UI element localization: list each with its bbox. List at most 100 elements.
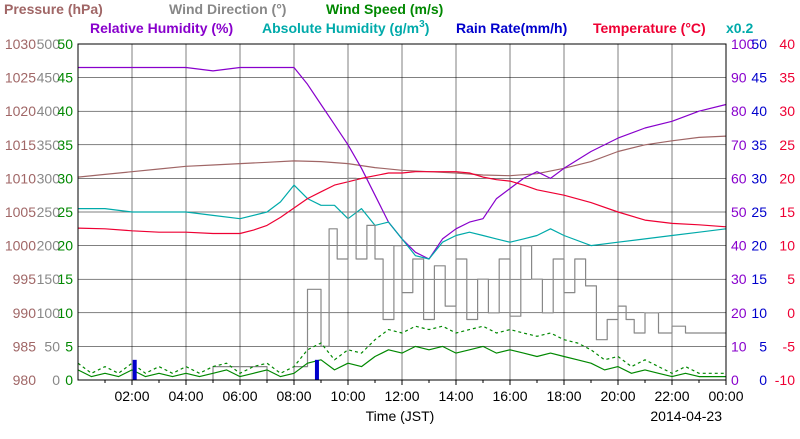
y-tick-pressure: 1005: [5, 204, 36, 220]
x-tick-label: 02:00: [114, 388, 149, 404]
y-tick-humidity: 100: [731, 36, 755, 52]
y-tick-wind-direction: 250: [37, 204, 61, 220]
x-axis-label: Time (JST): [366, 408, 435, 424]
y-tick-temperature: 25: [779, 137, 795, 153]
plot-series: [77, 66, 727, 381]
legend-absolute-humidity-sup: 3: [419, 19, 425, 30]
y-tick-wind-speed: 15: [57, 271, 73, 287]
x-axis: 02:00 04:00 06:00 08:00 10:00 12:00 14:00 16:00…: [104, 380, 744, 404]
y-tick-pressure: 1015: [5, 137, 36, 153]
y-tick-temperature: -5: [783, 338, 796, 354]
y-tick-rain-rate: 10: [751, 305, 767, 321]
x-tick-label: 06:00: [222, 388, 257, 404]
legend-wind-speed: Wind Speed (m/s): [326, 1, 443, 17]
y-tick-temperature: 10: [779, 238, 795, 254]
y-tick-pressure: 1010: [5, 170, 36, 186]
y-tick-rain-rate: 45: [751, 70, 767, 86]
y-tick-rain-rate: 20: [751, 238, 767, 254]
y-tick-rain-rate: 25: [751, 204, 767, 220]
y-tick-wind-direction: 350: [37, 137, 61, 153]
x-tick-label: 22:00: [654, 388, 689, 404]
y-tick-pressure: 1000: [5, 238, 36, 254]
y-tick-temperature: 30: [779, 103, 795, 119]
legend-absolute-humidity-close: ): [425, 20, 430, 36]
y-tick-wind-speed: 10: [57, 305, 73, 321]
y-tick-wind-direction: 0: [52, 372, 60, 388]
legend-relative-humidity: Relative Humidity (%): [90, 20, 233, 36]
y-tick-wind-speed: 45: [57, 70, 73, 86]
y-tick-wind-speed: 35: [57, 137, 73, 153]
y-tick-wind-direction: 300: [37, 170, 61, 186]
date-label: 2014-04-23: [650, 408, 722, 424]
x-tick-label: 00:00: [708, 388, 743, 404]
y-tick-humidity: 80: [731, 103, 747, 119]
y-tick-humidity: 50: [731, 204, 747, 220]
y-tick-wind-direction: 500: [37, 36, 61, 52]
y-tick-rain-rate: 40: [751, 103, 767, 119]
y-tick-pressure: 985: [13, 338, 37, 354]
y-tick-wind-speed: 20: [57, 238, 73, 254]
y-tick-rain-rate: 15: [751, 271, 767, 287]
y-tick-wind-direction: 200: [37, 238, 61, 254]
y-tick-temperature: 20: [779, 170, 795, 186]
y-tick-rain-rate: 0: [759, 372, 767, 388]
y-tick-pressure: 990: [13, 305, 37, 321]
wind-direction-line: [212, 177, 726, 381]
y-tick-wind-speed: 5: [65, 338, 73, 354]
y-tick-pressure: 1030: [5, 36, 36, 52]
x-tick-label: 10:00: [330, 388, 365, 404]
y-tick-wind-speed: 40: [57, 103, 73, 119]
y-axes: 9809859909951000100510101015102010251030…: [5, 36, 795, 388]
legend-absolute-humidity: Absolute Humidity (g/m3): [262, 19, 429, 36]
y-tick-pressure: 995: [13, 271, 37, 287]
legend-absolute-humidity-main: Absolute Humidity (g/m: [262, 20, 419, 36]
y-tick-pressure: 1020: [5, 103, 36, 119]
legend-pressure: Pressure (hPa): [4, 1, 103, 17]
y-tick-humidity: 0: [731, 372, 739, 388]
legend-rain-rate: Rain Rate(mm/h): [456, 20, 567, 36]
y-tick-humidity: 40: [731, 238, 747, 254]
absolute-humidity-line: [78, 184, 727, 260]
x-tick-label: 12:00: [384, 388, 419, 404]
x-tick-label: 16:00: [492, 388, 527, 404]
x-tick-label: 04:00: [168, 388, 203, 404]
rain-rate-bar: [132, 359, 137, 380]
y-tick-humidity: 30: [731, 271, 747, 287]
y-tick-humidity: 20: [731, 305, 747, 321]
y-tick-wind-direction: 100: [37, 305, 61, 321]
y-tick-rain-rate: 30: [751, 170, 767, 186]
pressure-line: [77, 135, 727, 178]
y-tick-wind-direction: 450: [37, 70, 61, 86]
y-tick-wind-speed: 50: [57, 36, 73, 52]
y-tick-wind-direction: 400: [37, 103, 61, 119]
y-tick-temperature: 40: [779, 36, 795, 52]
x-tick-label: 08:00: [276, 388, 311, 404]
y-tick-temperature: -10: [775, 372, 795, 388]
y-tick-wind-speed: 30: [57, 170, 73, 186]
rain-rate-bar: [314, 359, 319, 380]
y-tick-rain-rate: 5: [759, 338, 767, 354]
y-tick-temperature: 0: [787, 305, 795, 321]
y-tick-wind-direction: 150: [37, 271, 61, 287]
x-tick-label: 14:00: [438, 388, 473, 404]
temperature-line: [77, 171, 727, 235]
wind-gust-line: [77, 325, 726, 374]
chart-legend: Pressure (hPa) Wind Direction (°) Wind S…: [4, 1, 753, 36]
y-tick-pressure: 1025: [5, 70, 36, 86]
legend-wind-direction: Wind Direction (°): [169, 1, 286, 17]
x-tick-label: 18:00: [546, 388, 581, 404]
legend-temperature: Temperature (°C): [593, 20, 706, 36]
y-tick-temperature: 15: [779, 204, 795, 220]
y-tick-humidity: 10: [731, 338, 747, 354]
abs-humidity-scale-note: x0.2: [726, 20, 753, 36]
y-tick-pressure: 980: [13, 372, 37, 388]
y-tick-humidity: 60: [731, 170, 747, 186]
y-tick-wind-direction: 50: [44, 338, 60, 354]
y-tick-rain-rate: 35: [751, 137, 767, 153]
y-tick-humidity: 90: [731, 70, 747, 86]
y-tick-temperature: 5: [787, 271, 795, 287]
wind-speed-line: [77, 345, 726, 378]
y-tick-wind-speed: 25: [57, 204, 73, 220]
y-tick-temperature: 35: [779, 70, 795, 86]
